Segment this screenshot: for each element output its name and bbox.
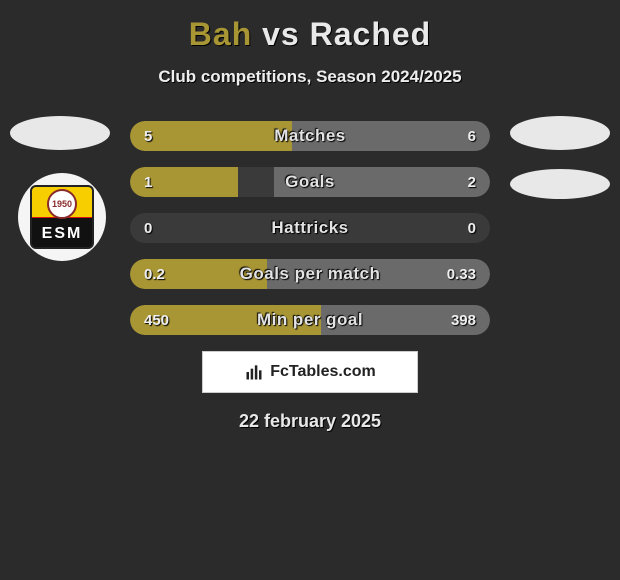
stat-row: 56Matches <box>130 121 490 151</box>
stat-row: 0.20.33Goals per match <box>130 259 490 289</box>
comparison-card: Bah vs Rached Club competitions, Season … <box>0 0 620 432</box>
stat-row: 12Goals <box>130 167 490 197</box>
stat-label: Min per goal <box>130 305 490 335</box>
badge-acronym: ESM <box>42 225 83 243</box>
stat-label: Matches <box>130 121 490 151</box>
stat-row: 450398Min per goal <box>130 305 490 335</box>
vs-text: vs <box>262 16 300 52</box>
chart-icon <box>244 362 264 382</box>
snapshot-date: 22 february 2025 <box>0 411 620 432</box>
player1-avatar-placeholder <box>10 116 110 150</box>
stat-label: Goals per match <box>130 259 490 289</box>
comparison-bars: 1950 ESM 56Matches 12Goals 00Hattricks 0.20… <box>0 121 620 335</box>
source-logo: FcTables.com <box>202 351 418 393</box>
badge-year: 1950 <box>47 189 77 219</box>
stat-rows: 56Matches 12Goals 00Hattricks 0.20.33Goals … <box>130 121 490 335</box>
player2-avatar-placeholder <box>510 116 610 150</box>
stat-label: Hattricks <box>130 213 490 243</box>
player2-avatar-placeholder-2 <box>510 169 610 199</box>
stat-row: 00Hattricks <box>130 213 490 243</box>
player1-name: Bah <box>189 16 252 52</box>
club-badge: 1950 ESM <box>18 173 106 261</box>
source-logo-text: FcTables.com <box>270 363 376 381</box>
page-title: Bah vs Rached <box>0 16 620 53</box>
club-badge-inner: 1950 ESM <box>30 185 94 249</box>
subtitle: Club competitions, Season 2024/2025 <box>0 67 620 87</box>
stat-label: Goals <box>130 167 490 197</box>
player2-name: Rached <box>310 16 432 52</box>
